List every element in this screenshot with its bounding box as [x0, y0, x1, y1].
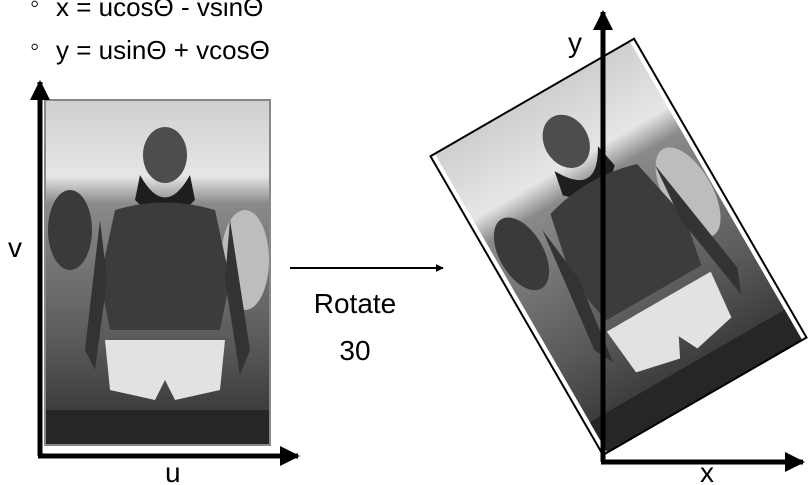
axis-label: x: [700, 457, 714, 485]
rotated-image: [431, 39, 807, 455]
equation: x = ucosΘ - vsinΘ: [56, 0, 263, 22]
equation: y = usinΘ + vcosΘ: [56, 35, 270, 65]
rotated-photo: [435, 41, 802, 452]
operation-label: Rotate: [314, 288, 397, 319]
axis-label: u: [165, 457, 181, 485]
operation-angle: 30: [339, 335, 370, 366]
axis-label: v: [8, 232, 22, 263]
axis-label: y: [568, 27, 582, 58]
bullet: ◦: [30, 0, 39, 18]
bullet: ◦: [30, 31, 39, 61]
diagram: ◦ x = ucosΘ - vsinΘ ◦ y = usinΘ + vcosΘ …: [0, 0, 809, 485]
source-image: [45, 100, 270, 445]
